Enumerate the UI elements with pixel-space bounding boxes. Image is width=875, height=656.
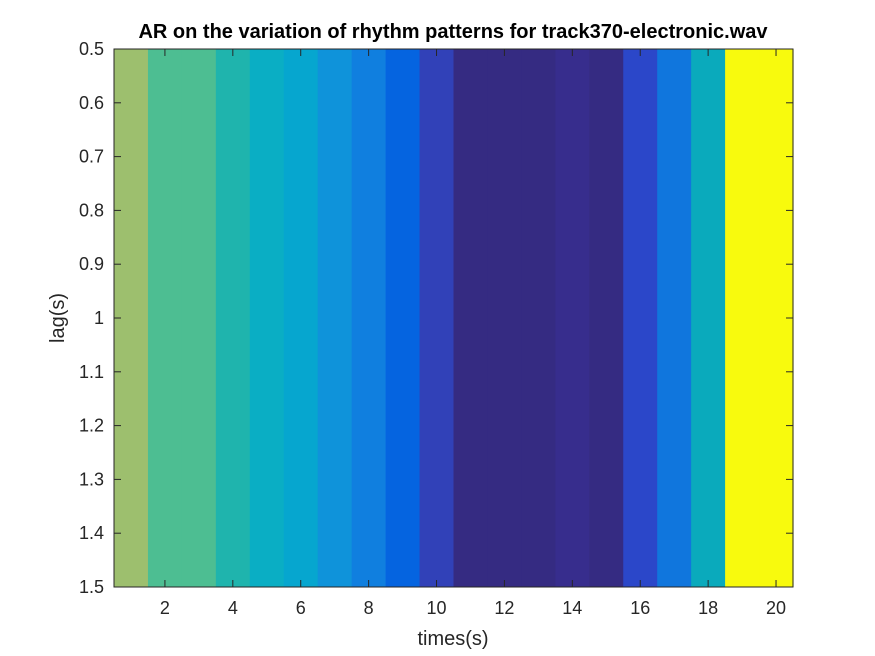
heatmap-cell-18 xyxy=(691,49,726,587)
x-axis-label: times(s) xyxy=(417,628,488,650)
x-tick-label: 8 xyxy=(364,598,374,618)
heatmap-cell-16 xyxy=(623,49,658,587)
x-tick-label: 2 xyxy=(160,598,170,618)
heatmap-cell-4 xyxy=(215,49,251,587)
heatmap-cell-14 xyxy=(555,49,590,587)
heatmap-cells xyxy=(114,49,794,587)
y-tick-label: 1 xyxy=(94,308,104,328)
x-tick-label: 12 xyxy=(494,598,514,618)
heatmap-cell-15 xyxy=(589,49,624,587)
x-tick-labels: 2 4 6 8 10 12 14 16 18 20 xyxy=(160,598,786,618)
y-tick-label: 1.5 xyxy=(79,577,104,597)
heatmap-cell-8 xyxy=(351,49,387,587)
heatmap-cell-19 xyxy=(725,49,760,587)
x-tick-label: 14 xyxy=(562,598,582,618)
y-tick-label: 1.1 xyxy=(79,362,104,382)
y-tick-label: 1.2 xyxy=(79,416,104,436)
heatmap-cell-10 xyxy=(419,49,455,587)
axis-ticks xyxy=(114,48,793,588)
heatmap-cell-3 xyxy=(181,49,217,587)
y-tick-label: 0.8 xyxy=(79,200,104,220)
heatmap-cell-11 xyxy=(453,49,489,587)
heatmap-cell-17 xyxy=(657,49,692,587)
heatmap-cell-7 xyxy=(317,49,353,587)
heatmap-cell-12 xyxy=(487,49,522,587)
y-tick-label: 0.5 xyxy=(79,39,104,59)
x-tick-label: 6 xyxy=(296,598,306,618)
heatmap-cell-6 xyxy=(283,49,319,587)
y-tick-labels: 0.5 0.6 0.7 0.8 0.9 1 1.1 1.2 1.3 1.4 1.5 xyxy=(79,39,104,597)
x-tick-label: 20 xyxy=(766,598,786,618)
heatmap-cell-9 xyxy=(385,49,421,587)
y-tick-label: 0.6 xyxy=(79,93,104,113)
y-axis-label: lag(s) xyxy=(47,293,69,343)
x-tick-label: 10 xyxy=(427,598,447,618)
y-tick-label: 1.4 xyxy=(79,523,104,543)
x-tick-label: 4 xyxy=(228,598,238,618)
x-tick-label: 18 xyxy=(698,598,718,618)
heatmap-cell-5 xyxy=(249,49,285,587)
y-tick-label: 0.7 xyxy=(79,147,104,167)
x-tick-label: 16 xyxy=(630,598,650,618)
chart-title: AR on the variation of rhythm patterns f… xyxy=(138,21,768,43)
heatmap-cell-2 xyxy=(147,49,183,587)
y-tick-label: 0.9 xyxy=(79,254,104,274)
y-tick-label: 1.3 xyxy=(79,469,104,489)
heatmap-cell-13 xyxy=(521,49,556,587)
